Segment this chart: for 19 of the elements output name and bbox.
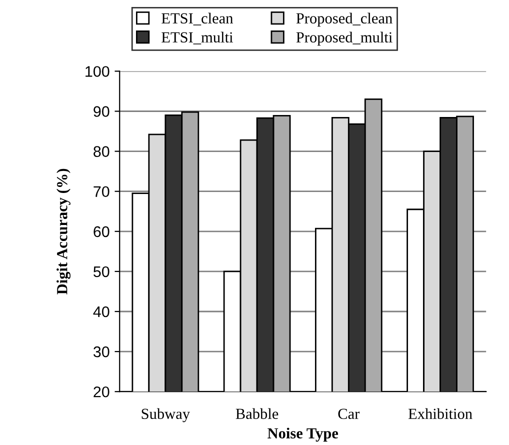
y-tick-label: 20 (94, 386, 110, 398)
y-tick-label: 60 (94, 226, 110, 238)
y-axis-title: Digit Accuracy (%) (56, 168, 71, 294)
legend-label: ETSI_multi (162, 32, 233, 44)
legend-label: ETSI_clean (162, 12, 234, 26)
legend-label: Proposed_clean (296, 12, 392, 27)
y-tick-label: 40 (93, 306, 110, 318)
y-tick-label: 80 (94, 146, 110, 157)
y-tick-label: 50 (94, 266, 110, 278)
x-tick-label: Babble (236, 408, 278, 420)
x-tick-label: Subway (142, 408, 190, 422)
y-tick-label: 70 (94, 186, 110, 198)
x-axis-title: Noise Type (268, 428, 338, 442)
x-tick-label: Exhibition (408, 408, 472, 420)
x-tick-label: Car (338, 408, 360, 420)
legend-label: Proposed_multi (296, 32, 392, 46)
y-tick-label: 100 (86, 66, 110, 77)
y-tick-label: 90 (94, 106, 110, 117)
y-tick-label: 30 (93, 346, 110, 358)
